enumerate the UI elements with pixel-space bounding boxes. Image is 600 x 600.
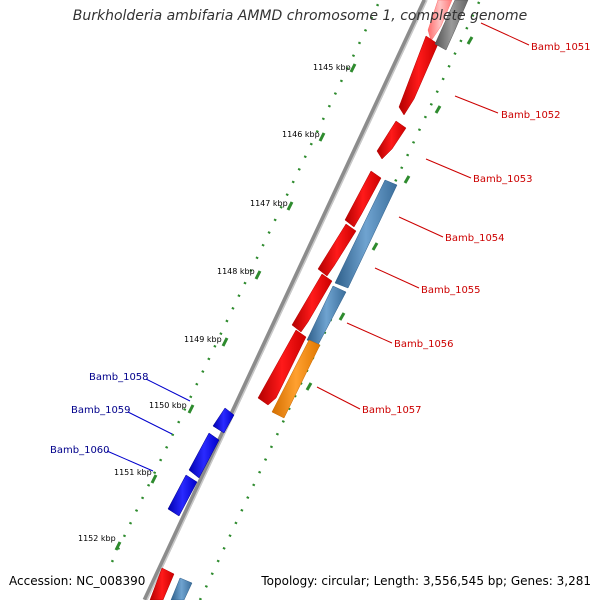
major-tick xyxy=(305,382,313,391)
gene-features xyxy=(149,0,469,600)
gene-arrow[interactable] xyxy=(271,339,321,419)
major-tick xyxy=(349,63,357,73)
callout-line xyxy=(398,216,444,238)
outer-tick-rail xyxy=(110,0,382,563)
gene-arrow[interactable] xyxy=(427,0,453,42)
gene-label[interactable]: Bamb_1051 xyxy=(531,42,591,53)
gene-arrow[interactable] xyxy=(334,179,398,289)
gene-arrow[interactable] xyxy=(291,273,333,333)
major-tick xyxy=(150,474,158,484)
major-tick xyxy=(221,337,229,347)
genome-title: Burkholderia ambifaria AMMD chromosome 1… xyxy=(72,8,528,24)
major-tick xyxy=(434,105,442,114)
gene-arrow[interactable] xyxy=(167,474,198,517)
major-tick xyxy=(187,404,195,414)
callout-line xyxy=(346,322,393,344)
gene-label[interactable]: Bamb_1052 xyxy=(501,110,561,121)
gene-label[interactable]: Bamb_1055 xyxy=(421,285,481,296)
gene-arrow[interactable] xyxy=(434,0,469,51)
callout-line xyxy=(425,158,472,179)
genome-summary-text: Topology: circular; Length: 3,556,545 bp… xyxy=(261,574,591,588)
callout-lines-right xyxy=(316,22,530,410)
scale-label: 1151 kbp xyxy=(114,468,152,477)
scale-label: 1152 kbp xyxy=(78,534,116,543)
gene-label[interactable]: Bamb_1060 xyxy=(50,445,110,456)
gene-arrow[interactable] xyxy=(149,567,175,600)
major-tick xyxy=(466,36,474,45)
gene-label[interactable]: Bamb_1057 xyxy=(362,405,422,416)
major-tick xyxy=(254,270,262,280)
callout-line xyxy=(127,411,173,435)
callout-line xyxy=(454,95,499,114)
gene-label[interactable]: Bamb_1054 xyxy=(445,233,505,244)
gene-arrow[interactable] xyxy=(376,120,407,160)
major-ticks xyxy=(114,36,474,551)
accession-text: Accession: NC_008390 xyxy=(9,574,146,588)
major-tick xyxy=(371,242,379,251)
scale-label: 1148 kbp xyxy=(217,267,255,276)
scale-label: 1150 kbp xyxy=(149,401,187,410)
major-tick xyxy=(338,312,346,321)
scale-label: 1149 kbp xyxy=(184,335,222,344)
gene-arrow[interactable] xyxy=(212,407,235,434)
major-tick xyxy=(318,132,326,142)
callout-line xyxy=(480,22,530,46)
major-tick xyxy=(286,201,294,211)
callout-line xyxy=(374,267,420,289)
scale-label: 1146 kbp xyxy=(282,130,320,139)
gene-arrow[interactable] xyxy=(257,329,307,406)
scale-label: 1145 kbp xyxy=(313,63,351,72)
major-tick xyxy=(114,541,122,551)
major-tick xyxy=(403,175,411,184)
backbone-highlight xyxy=(146,0,428,600)
gene-arrow[interactable] xyxy=(344,170,382,228)
backbone-line xyxy=(142,0,428,600)
gene-label[interactable]: Bamb_1058 xyxy=(89,372,149,383)
callout-lines-left xyxy=(106,378,191,472)
scale-label: 1147 kbp xyxy=(250,199,288,208)
gene-label[interactable]: Bamb_1059 xyxy=(71,405,131,416)
callout-line xyxy=(316,386,361,410)
gene-arrow[interactable] xyxy=(188,432,220,479)
gene-label[interactable]: Bamb_1053 xyxy=(473,174,533,185)
callout-line xyxy=(106,450,154,472)
gene-arrow[interactable] xyxy=(317,223,357,277)
gene-arrow[interactable] xyxy=(170,577,193,600)
callout-line xyxy=(145,378,191,402)
gene-label[interactable]: Bamb_1056 xyxy=(394,339,454,350)
